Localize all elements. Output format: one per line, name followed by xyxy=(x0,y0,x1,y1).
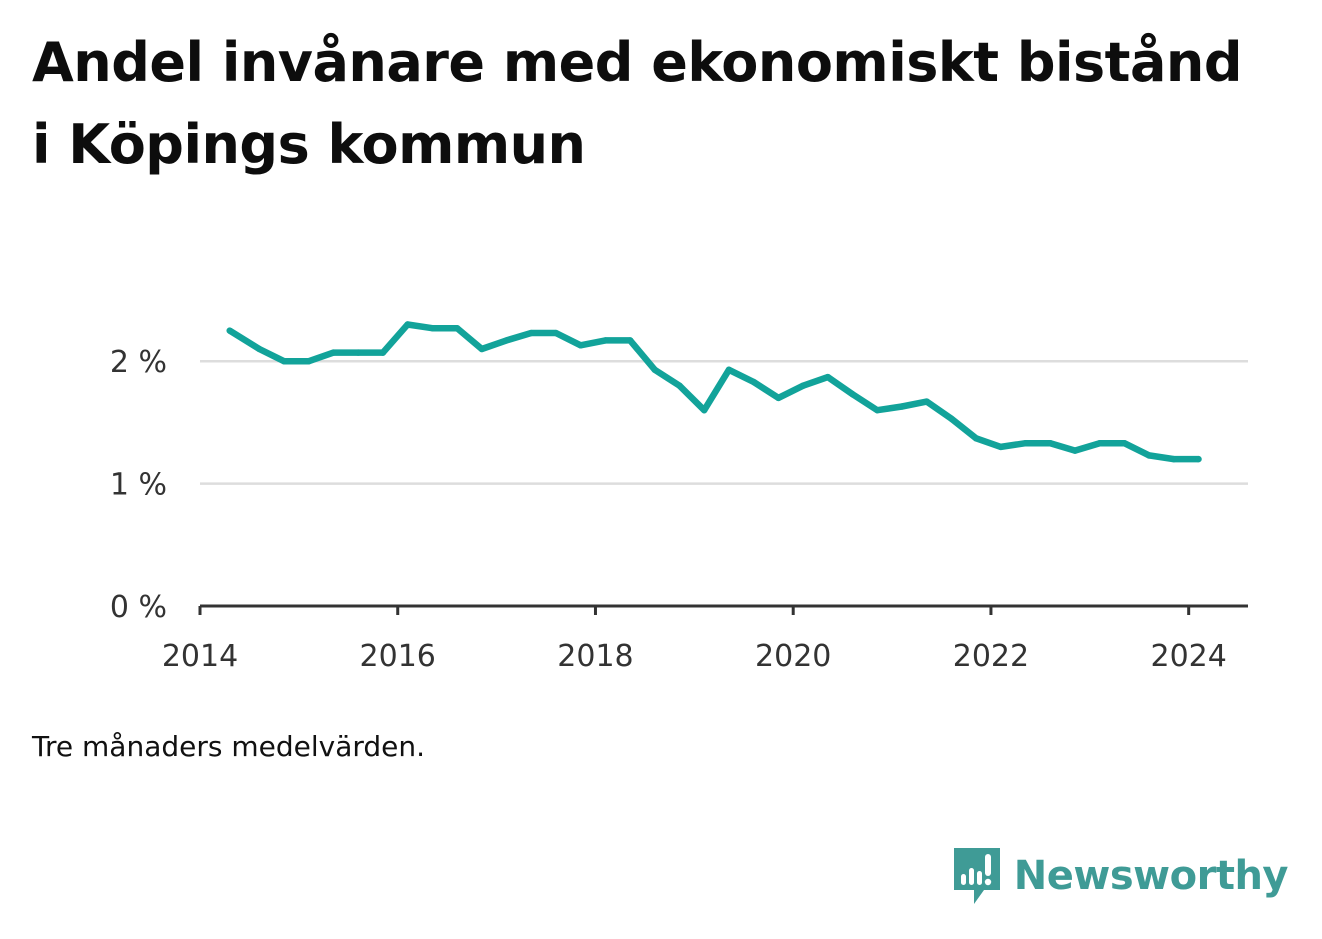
y-tick-label: 1 % xyxy=(110,468,167,503)
data-point xyxy=(824,373,832,381)
data-point xyxy=(1145,452,1153,459)
data-point xyxy=(404,321,411,328)
x-tick-label: 2020 xyxy=(755,639,831,674)
data-point xyxy=(226,327,233,334)
data-point xyxy=(453,324,461,332)
data-point xyxy=(849,391,856,398)
data-point xyxy=(602,337,609,344)
data-point xyxy=(626,337,634,344)
data-point xyxy=(1121,440,1128,447)
data-point xyxy=(972,435,980,442)
data-point xyxy=(997,443,1005,451)
data-point xyxy=(775,394,782,402)
data-point xyxy=(923,398,930,405)
x-tick-label: 2016 xyxy=(360,639,436,674)
data-point xyxy=(280,358,288,365)
x-tick-label: 2024 xyxy=(1150,639,1226,674)
gridlines xyxy=(200,359,1248,485)
data-point xyxy=(750,378,757,386)
data-point xyxy=(1022,440,1029,447)
data-point xyxy=(1170,455,1178,463)
data-point xyxy=(1047,440,1054,447)
y-tick-labels: 0 % 1 % 2 % xyxy=(110,345,167,625)
data-point xyxy=(651,366,658,373)
data-point xyxy=(552,329,560,337)
data-point xyxy=(725,366,733,373)
data-point xyxy=(503,337,510,344)
data-point xyxy=(676,382,683,389)
footnote: Tre månaders medelvärden. xyxy=(32,730,426,763)
data-point xyxy=(256,345,263,353)
data-point xyxy=(379,349,387,356)
data-point xyxy=(577,342,584,349)
brand-logo: Newsworthy xyxy=(952,846,1289,906)
data-point xyxy=(701,406,708,414)
y-tick-label: 2 % xyxy=(110,345,167,380)
data-point xyxy=(1096,440,1103,447)
x-axis: 2014 2016 2018 2020 2022 2024 xyxy=(162,604,1248,674)
x-tick-label: 2014 xyxy=(162,639,238,674)
data-point xyxy=(354,349,362,356)
data-point xyxy=(305,358,312,365)
data-point xyxy=(799,382,807,389)
data-point xyxy=(874,406,881,414)
newsworthy-logo-icon xyxy=(953,848,1000,904)
chart-title: Andel invånare med ekonomiskt bistånd i … xyxy=(32,31,1243,176)
x-tick-label: 2018 xyxy=(557,639,633,674)
series-line xyxy=(227,321,1199,463)
data-point xyxy=(528,329,535,337)
data-point xyxy=(948,415,955,422)
data-point xyxy=(898,403,906,410)
data-point xyxy=(429,324,436,332)
x-tick-label: 2022 xyxy=(953,639,1029,674)
data-point xyxy=(1195,455,1202,463)
data-point xyxy=(330,349,337,356)
y-tick-label: 0 % xyxy=(110,590,167,625)
brand-name: Newsworthy xyxy=(1013,853,1289,899)
data-point xyxy=(1071,447,1079,454)
series-layer xyxy=(226,321,1202,463)
data-point xyxy=(478,345,485,353)
